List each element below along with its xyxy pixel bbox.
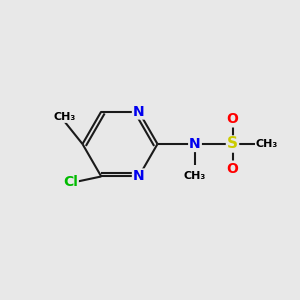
Text: O: O bbox=[226, 112, 238, 126]
Text: S: S bbox=[227, 136, 238, 152]
Text: N: N bbox=[133, 169, 145, 184]
Text: O: O bbox=[226, 162, 238, 176]
Text: N: N bbox=[189, 137, 201, 151]
Text: Cl: Cl bbox=[63, 175, 78, 189]
Text: CH₃: CH₃ bbox=[184, 171, 206, 181]
Text: CH₃: CH₃ bbox=[53, 112, 76, 122]
Text: N: N bbox=[133, 104, 145, 118]
Text: CH₃: CH₃ bbox=[256, 139, 278, 149]
